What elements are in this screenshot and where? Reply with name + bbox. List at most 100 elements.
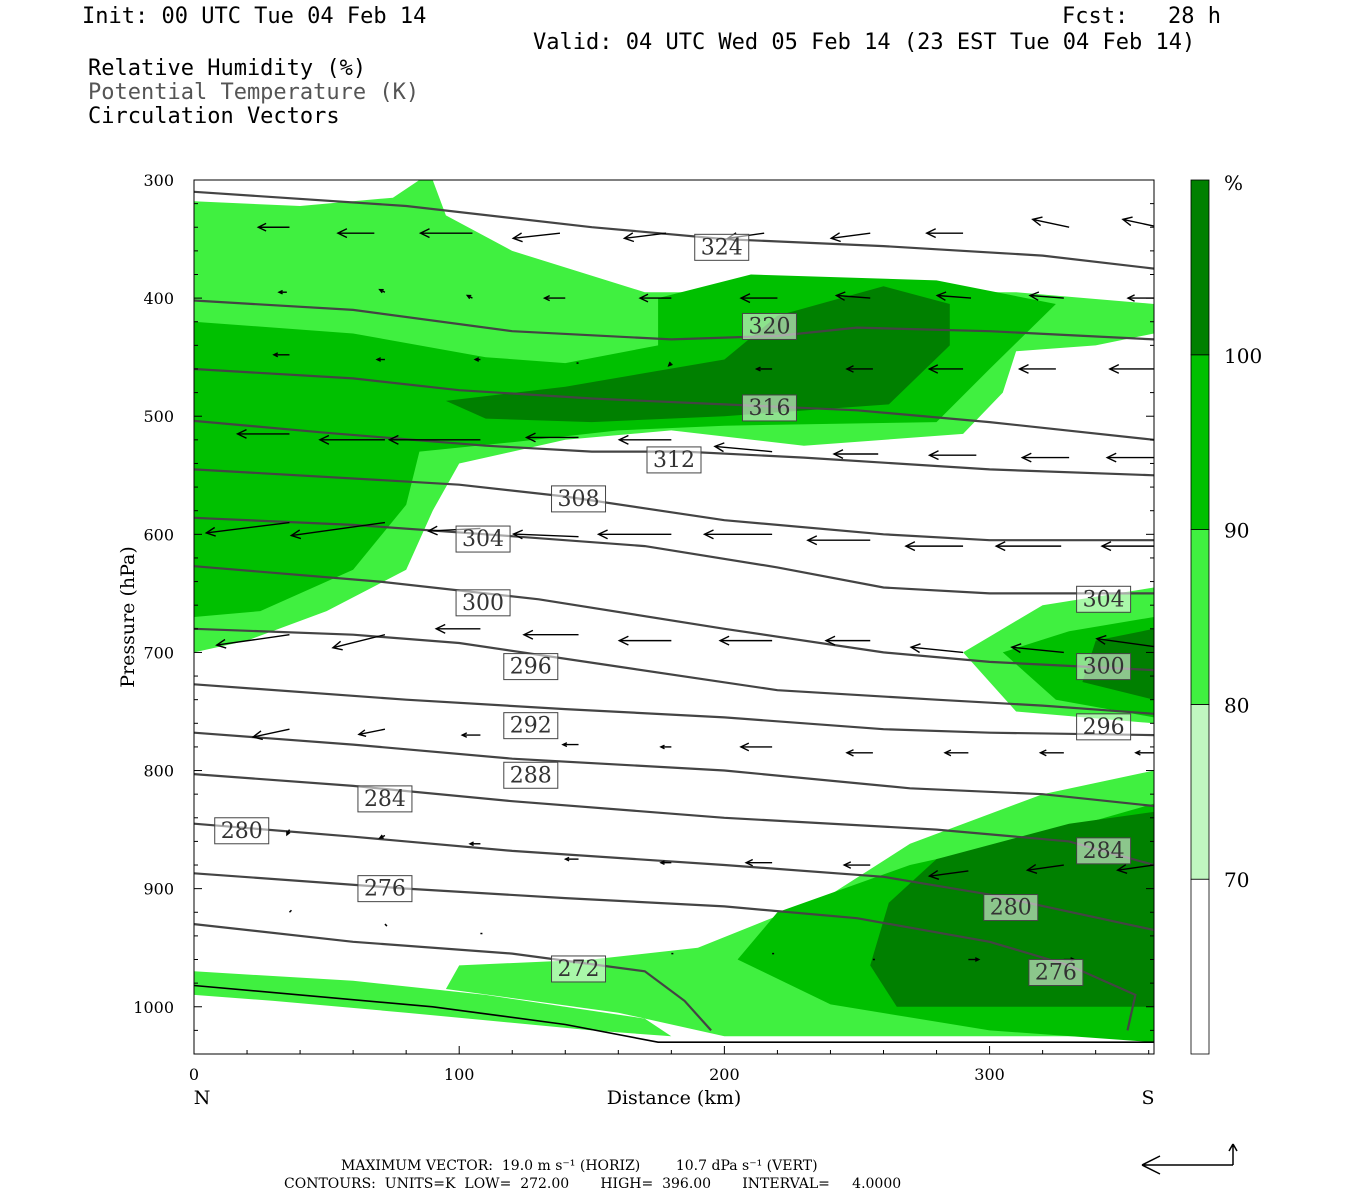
theta-label-box [741, 394, 797, 422]
vector-head [473, 357, 480, 362]
colorbar-segment [1190, 179, 1210, 356]
circulation-vector [418, 228, 473, 239]
vector-head [561, 742, 568, 748]
circulation-vector [511, 529, 579, 540]
theta-label-296: 296 [503, 653, 559, 681]
circulation-vector [235, 428, 290, 439]
vector-head [1095, 634, 1107, 645]
circulation-vector [1031, 216, 1070, 228]
y-tick-label: 600 [143, 525, 174, 544]
vector-head [1017, 363, 1029, 374]
vector-head [617, 635, 629, 646]
vector-head [318, 434, 330, 445]
legend-vectors: Circulation Vectors [88, 104, 340, 129]
vector-head [511, 232, 523, 243]
vector-head [331, 640, 343, 651]
circulation-vector [468, 841, 481, 847]
vector-head [235, 428, 247, 439]
circulation-vector [834, 291, 871, 301]
circulation-vector [842, 861, 871, 869]
x-end-label-south: S [1141, 1087, 1154, 1109]
theta-label-box [1076, 653, 1132, 681]
y-tick-label: 300 [143, 171, 174, 190]
vector-shaft [836, 294, 871, 299]
vector-head [524, 432, 536, 443]
theta-label-text: 280 [990, 896, 1032, 921]
circulation-vector [204, 521, 290, 537]
theta-contour-312 [194, 419, 1154, 477]
vector-shaft [1027, 864, 1064, 871]
circulation-vector [289, 521, 386, 540]
vector-head [824, 635, 836, 646]
vector-head [375, 357, 382, 362]
theta-label-text: 312 [653, 448, 695, 473]
vector-head [1020, 452, 1032, 463]
vector-head [522, 629, 534, 640]
circulation-vector [713, 442, 773, 453]
vector-head [1025, 864, 1038, 874]
vector-head [542, 294, 551, 302]
legend-rh: Relative Humidity (%) [88, 56, 367, 81]
circulation-vector [522, 629, 579, 640]
theta-label-box [357, 785, 413, 813]
circulation-vector [832, 449, 879, 460]
vector-head [617, 434, 629, 445]
vector-shaft [1117, 864, 1154, 871]
circulation-vector [845, 749, 873, 757]
vector-head [1158, 955, 1162, 959]
vector-head [418, 228, 430, 239]
circulation-vector [806, 535, 871, 546]
theta-label-box [357, 875, 413, 903]
x-end-label-north: N [194, 1087, 211, 1109]
contour-label-layer: 324 320 316 312 308 304 304 300 300 296 296 292 288 2… [214, 233, 1132, 987]
vector-head [1100, 541, 1112, 552]
theta-label-text: 288 [510, 763, 552, 788]
vector-shaft [1122, 218, 1154, 227]
vector-head [739, 293, 751, 304]
vector-shaft [1096, 638, 1154, 648]
circulation-vector [1105, 452, 1154, 463]
vector-head [1010, 643, 1022, 654]
theta-label-box [1028, 959, 1084, 987]
vector-head [465, 294, 472, 300]
circulation-vector [1116, 864, 1154, 874]
y-tick-label: 900 [143, 880, 174, 899]
theta-label-text: 304 [1083, 587, 1125, 612]
circulation-vector [739, 293, 778, 304]
theta-label-text: 296 [510, 655, 552, 680]
vector-head [336, 228, 348, 239]
vector-head [829, 232, 841, 243]
theta-label-box [1076, 713, 1132, 741]
init-time: Init: 00 UTC Tue 04 Feb 14 [82, 4, 427, 29]
theta-label-text: 324 [701, 235, 743, 260]
vector-head [927, 870, 940, 880]
circulation-vector [909, 643, 964, 654]
theta-label-text: 272 [558, 957, 600, 982]
vector-shaft [384, 923, 388, 927]
colorbar-level-label: 70 [1224, 868, 1249, 892]
theta-label-text: 284 [1083, 839, 1125, 864]
circulation-vector [935, 291, 972, 301]
vector-head [511, 529, 523, 540]
vector-head [713, 442, 725, 453]
contours-note: CONTOURS: UNITS=K LOW= 272.00 HIGH= 396.… [284, 1176, 902, 1192]
vector-head [974, 957, 981, 962]
circulation-vector [1095, 634, 1154, 648]
vector-shaft [332, 634, 386, 649]
vector-head [1116, 864, 1128, 874]
theta-contour-284 [194, 773, 1154, 867]
vector-head [904, 541, 916, 552]
vector-shaft [358, 728, 386, 736]
theta-label-box [455, 525, 511, 553]
circulation-vector [638, 293, 672, 303]
theta-label-text: 276 [1035, 961, 1077, 986]
theta-contour-276 [194, 872, 1137, 1031]
vector-head [832, 449, 844, 460]
vector-head [286, 830, 291, 837]
circulation-vector [739, 742, 773, 752]
circulation-vector [1025, 864, 1064, 874]
vector-head [460, 732, 468, 738]
rh-fill-layer [194, 180, 1154, 1043]
circulation-vector [1017, 363, 1056, 374]
vector-head [1126, 294, 1135, 302]
